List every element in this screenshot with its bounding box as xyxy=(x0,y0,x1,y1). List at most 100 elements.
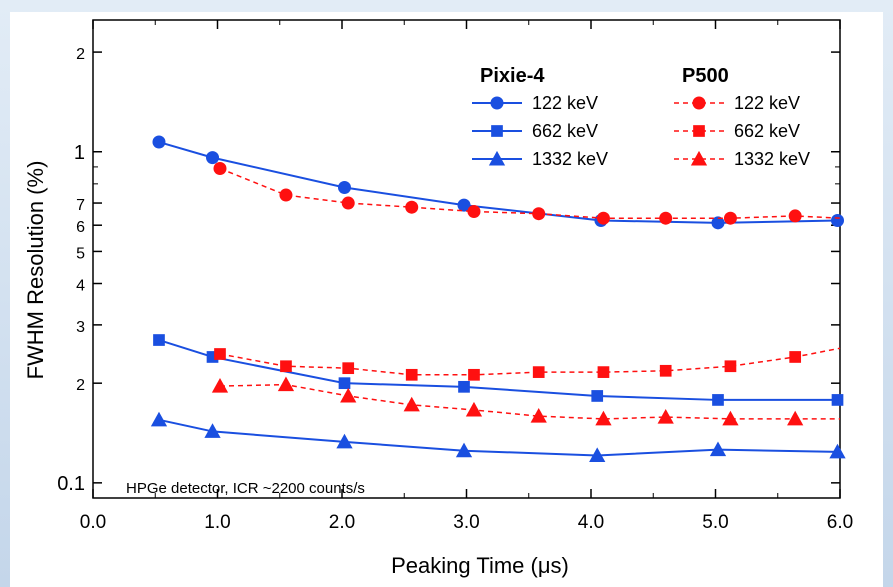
data-point-triangle xyxy=(709,441,727,457)
data-point-circle xyxy=(405,200,419,214)
x-tick-label: 0.0 xyxy=(80,512,106,533)
data-point-circle xyxy=(596,211,610,225)
data-point-square xyxy=(153,334,165,346)
data-point-square xyxy=(468,368,480,381)
data-point-triangle xyxy=(595,410,612,426)
data-point-circle xyxy=(711,216,725,230)
y-tick-label: 7 xyxy=(76,197,85,214)
data-point-triangle xyxy=(204,423,221,438)
data-point-circle xyxy=(337,180,351,194)
data-point-square xyxy=(338,377,351,390)
series-pixie-4-662-kev xyxy=(153,334,844,406)
data-point-circle xyxy=(831,213,845,227)
chart-panel: 0.0 1.0 2.0 3.0 4.0 5.0 6.0 0.1 2 3 4 5 6 7 1 2 Pixie-4… xyxy=(10,12,883,587)
legend-label: 662 keV xyxy=(734,121,800,141)
y-tick-label: 4 xyxy=(76,278,85,295)
y-tick-label: 6 xyxy=(76,219,85,236)
data-point-square xyxy=(659,364,672,377)
data-point-circle xyxy=(467,205,481,219)
x-tick-label: 1.0 xyxy=(204,512,230,533)
x-tick-label: 2.0 xyxy=(329,512,355,533)
legend-group-title: Pixie-4 xyxy=(480,65,545,87)
data-point-square xyxy=(591,390,604,402)
legend-marker xyxy=(693,125,705,137)
y-tick-label: 3 xyxy=(76,319,85,336)
data-point-square xyxy=(342,362,355,375)
data-point-circle xyxy=(213,162,227,176)
x-tick-label: 3.0 xyxy=(453,512,479,533)
data-point-square xyxy=(532,366,545,378)
data-point-square xyxy=(831,394,844,406)
legend-marker xyxy=(488,150,506,166)
data-point-triangle xyxy=(211,377,229,393)
legend-marker xyxy=(692,96,706,110)
data-point-square xyxy=(712,394,724,406)
y-tick-label: 2 xyxy=(76,377,85,394)
series-p500-1332-kev xyxy=(211,376,840,426)
x-axis-title: Peaking Time (μs) xyxy=(391,553,569,578)
data-point-square xyxy=(789,351,802,363)
legend-label: 122 keV xyxy=(734,93,800,113)
data-point-triangle xyxy=(787,410,804,426)
data-point-square xyxy=(597,366,610,378)
legend-group-title: P500 xyxy=(682,65,729,87)
data-point-circle xyxy=(279,188,293,202)
plot-frame xyxy=(92,19,841,499)
series-p500-662-kev xyxy=(214,347,841,381)
legend-label: 1332 keV xyxy=(734,149,810,169)
data-point-triangle xyxy=(150,411,168,427)
legend-entry: 1332 keV xyxy=(674,149,810,169)
chart-annotation: HPGe detector, ICR ~2200 counts/s xyxy=(126,480,365,497)
data-point-triangle xyxy=(277,376,295,392)
data-point-square xyxy=(458,380,470,393)
data-point-square xyxy=(206,351,219,363)
series-line xyxy=(219,347,841,376)
legend-entry: 122 keV xyxy=(472,93,598,113)
x-tick-label: 4.0 xyxy=(578,512,604,533)
data-point-circle xyxy=(341,196,355,210)
legend-label: 1332 keV xyxy=(532,149,608,169)
data-point-triangle xyxy=(530,408,547,423)
data-point-circle xyxy=(457,198,471,212)
data-point-triangle xyxy=(657,408,674,424)
data-point-triangle xyxy=(455,442,473,458)
data-point-circle xyxy=(788,209,802,223)
y-tick-label: 2 xyxy=(76,46,85,63)
data-point-square xyxy=(724,360,737,373)
legend-entry: 1332 keV xyxy=(472,149,608,169)
data-point-square xyxy=(405,368,418,381)
resolution-chart: 0.0 1.0 2.0 3.0 4.0 5.0 6.0 0.1 2 3 4 5 6 7 1 2 Pixie-4… xyxy=(23,19,853,578)
data-point-square xyxy=(280,360,292,373)
series-line xyxy=(219,383,840,420)
data-point-triangle xyxy=(403,396,420,412)
data-point-circle xyxy=(723,211,737,225)
data-point-circle xyxy=(532,207,546,221)
data-point-triangle xyxy=(465,401,483,417)
y-tick-label: 1 xyxy=(74,142,85,164)
data-point-triangle xyxy=(336,433,353,449)
data-point-triangle xyxy=(722,410,739,426)
series-line xyxy=(219,167,841,219)
data-point-triangle xyxy=(829,443,846,459)
data-point-circle xyxy=(659,211,673,225)
data-point-triangle xyxy=(340,387,357,403)
data-point-circle xyxy=(206,151,220,165)
y-tick-label: 0.1 xyxy=(57,473,85,495)
x-tick-label: 6.0 xyxy=(827,512,853,533)
legend-entry: 122 keV xyxy=(674,93,800,113)
data-point-square xyxy=(214,348,226,360)
series-pixie-4-1332-kev xyxy=(150,411,846,462)
data-point-triangle xyxy=(589,447,606,462)
legend-label: 122 keV xyxy=(532,93,598,113)
legend-marker xyxy=(690,150,708,166)
y-tick-label: 5 xyxy=(76,245,85,262)
legend-label: 662 keV xyxy=(532,121,598,141)
series-p500-122-kev xyxy=(213,162,841,225)
legend-marker xyxy=(490,96,504,110)
data-point-circle xyxy=(152,135,166,149)
legend-marker xyxy=(491,125,503,137)
x-tick-label: 5.0 xyxy=(702,512,728,533)
legend-entry: 662 keV xyxy=(472,121,598,141)
legend-entry: 662 keV xyxy=(674,121,800,141)
y-axis-title: FWHM Resolution (%) xyxy=(23,161,48,380)
